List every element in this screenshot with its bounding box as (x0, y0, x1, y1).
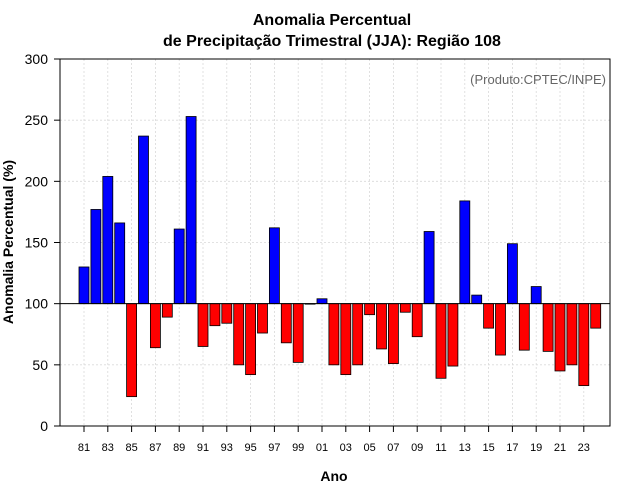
x-tick-label: 11 (435, 442, 446, 454)
bar (411, 303, 423, 338)
y-tick-label: 250 (25, 112, 49, 128)
bar (233, 303, 245, 366)
y-tick-label: 0 (40, 418, 48, 434)
x-tick-label: 17 (506, 442, 518, 454)
bar (578, 303, 590, 387)
bars (78, 116, 602, 398)
y-tick-label: 100 (25, 296, 49, 312)
bar (149, 303, 161, 349)
bar (126, 303, 137, 398)
bar (138, 135, 149, 305)
bar (352, 303, 364, 366)
bar (387, 303, 399, 365)
bar (506, 243, 518, 305)
bar (316, 298, 328, 305)
bar (328, 303, 340, 366)
bar (114, 222, 126, 305)
x-tick-label: 15 (482, 442, 494, 454)
bar (221, 303, 233, 324)
x-tick-label: 87 (149, 442, 161, 454)
bar (542, 303, 554, 352)
y-tick-label: 200 (25, 173, 49, 189)
x-axis: 81 83 85 87 89 91 93 95 97 99 01 03 05 07 09 11 13 15 17 19… (78, 426, 590, 454)
bar (102, 176, 114, 305)
bar (161, 303, 173, 318)
bar (173, 228, 185, 305)
y-tick-label: 150 (25, 235, 49, 251)
bar (435, 303, 447, 379)
x-tick-label: 23 (578, 442, 590, 454)
x-tick-label: 07 (387, 442, 399, 454)
bar (90, 209, 102, 305)
x-tick-label: 19 (530, 442, 542, 454)
bar (257, 303, 268, 334)
x-tick-label: 09 (411, 442, 423, 454)
bar (376, 303, 387, 350)
x-tick-label: 01 (316, 442, 328, 454)
bar (554, 303, 566, 372)
bar (399, 303, 411, 313)
bar (340, 303, 352, 376)
bar (245, 303, 257, 376)
bar (459, 200, 471, 305)
bar (530, 286, 542, 305)
y-tick-label: 50 (32, 357, 48, 373)
bar (280, 303, 292, 344)
bar (447, 303, 459, 367)
x-tick-label: 89 (173, 442, 185, 454)
y-axis: 0 50 100 150 200 250 300 (25, 51, 60, 434)
x-tick-label: 97 (268, 442, 280, 454)
x-tick-label: 93 (221, 442, 233, 454)
y-tick-label: 300 (25, 51, 49, 67)
bar (483, 303, 495, 329)
x-tick-label: 03 (340, 442, 352, 454)
chart-title-line2: de Precipitação Trimestral (JJA): Região… (163, 33, 501, 50)
bar (292, 303, 304, 363)
bar (185, 116, 197, 305)
bar (518, 303, 530, 351)
bar (268, 227, 280, 305)
x-axis-label: Ano (320, 468, 347, 484)
x-tick-label: 85 (125, 442, 137, 454)
y-axis-label: Anomalia Percentual (%) (0, 160, 16, 324)
x-tick-label: 81 (78, 442, 90, 454)
chart-title-line1: Anomalia Percentual (253, 12, 411, 29)
bar (78, 266, 90, 305)
x-tick-label: 05 (363, 442, 375, 454)
bar (495, 303, 506, 356)
bar (364, 303, 376, 316)
x-tick-label: 95 (244, 442, 256, 454)
bar (471, 294, 483, 305)
x-tick-label: 91 (197, 442, 209, 454)
x-tick-label: 13 (459, 442, 471, 454)
x-tick-label: 99 (292, 442, 304, 454)
bar (209, 303, 221, 327)
credit-label: (Produto:CPTEC/INPE) (470, 72, 606, 87)
bar (197, 303, 209, 347)
bar (590, 303, 602, 329)
bar (566, 303, 578, 366)
x-tick-label: 83 (102, 442, 114, 454)
x-tick-label: 21 (554, 442, 566, 454)
bar (423, 231, 435, 305)
